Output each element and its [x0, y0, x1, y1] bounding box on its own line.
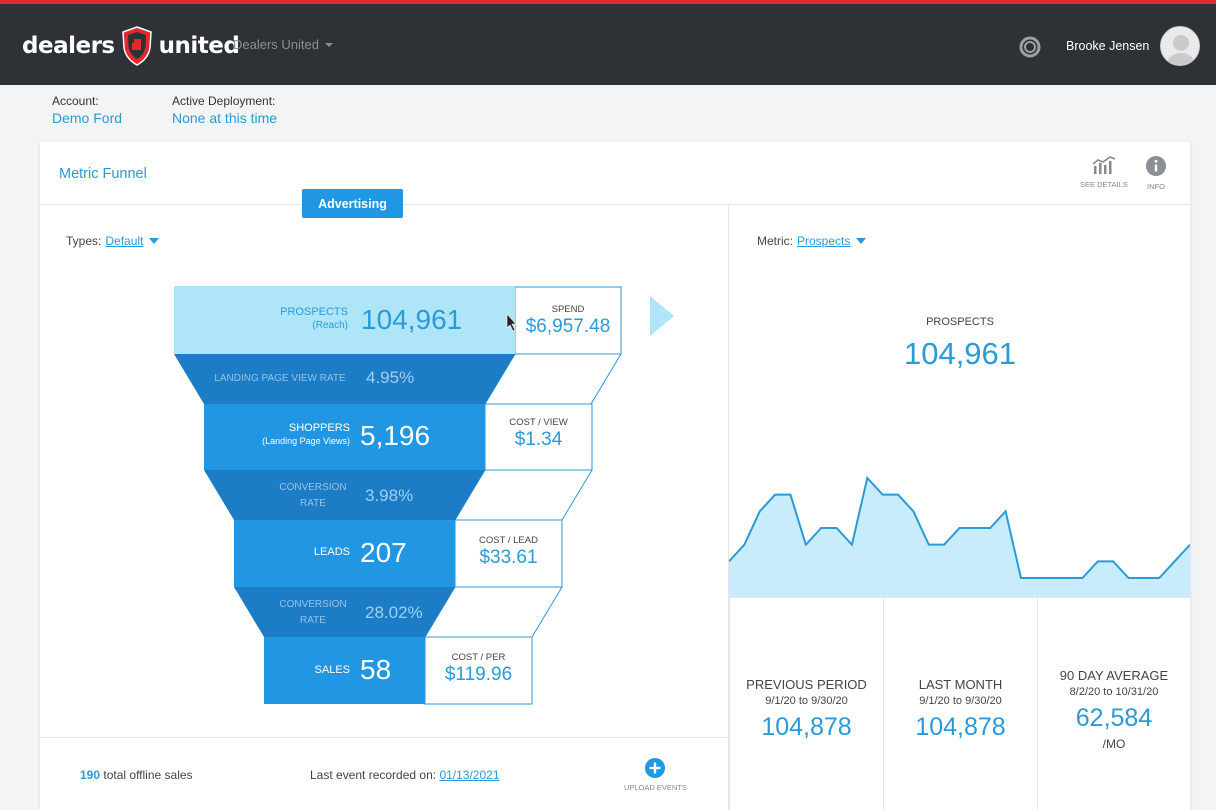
info-label: INFO [1147, 182, 1165, 191]
spend-metric: SPEND $6,957.48 [525, 304, 611, 337]
upload-events-button[interactable]: UPLOAD EVENTS [624, 758, 687, 792]
sales-stage[interactable] [264, 637, 425, 704]
deployment-label: Active Deployment: [172, 94, 276, 108]
landing-rate-label: LANDING PAGE VIEW RATE [214, 373, 346, 384]
sales-label: SALES [314, 664, 350, 676]
deployment-link[interactable]: None at this time [172, 110, 278, 126]
prospects-value: 104,961 [361, 304, 463, 335]
stat-90-day-average: 90 DAY AVERAGE 8/2/20 to 10/31/20 62,584… [1037, 598, 1190, 810]
tab-advertising[interactable]: Advertising [302, 189, 403, 218]
cursor-icon [506, 313, 517, 332]
info-button[interactable]: INFO [1146, 156, 1166, 191]
metric-funnel-card: Metric Funnel SEE DETAILS INFO Types: De… [40, 142, 1190, 810]
conversion-rate-value-1: 3.98% [365, 486, 414, 505]
info-icon [1146, 156, 1166, 176]
bar-chart-icon [1092, 156, 1116, 174]
conversion-rate-band-1 [204, 470, 485, 520]
offline-sales-text: total offline sales [103, 768, 193, 782]
plus-circle-icon [645, 758, 666, 778]
logo-word-left: dealers [22, 33, 115, 59]
header-divider [40, 204, 1190, 205]
chevron-down-icon [325, 42, 333, 47]
play-arrow-icon[interactable] [650, 296, 674, 336]
prospects-label: PROSPECTS (Reach) [280, 306, 348, 331]
offline-sales-summary: 190 total offline sales [80, 768, 193, 782]
user-name[interactable]: Brooke Jensen [1066, 39, 1150, 53]
shoppers-stage[interactable] [204, 404, 485, 470]
trend-area [729, 478, 1190, 598]
shoppers-label: SHOPPERS (Landing Page Views) [262, 422, 350, 446]
cost-per-sale-metric: COST / PER $119.96 [444, 652, 513, 685]
prospects-trend-chart [729, 475, 1190, 598]
caret-down-icon [149, 238, 160, 244]
shoppers-value: 5,196 [360, 420, 431, 451]
cost-per-lead-metric: COST / LEAD $33.61 [479, 535, 538, 568]
metric-label: Metric: [757, 234, 793, 248]
conversion-rate-band-2 [234, 587, 455, 637]
leads-stage[interactable] [234, 520, 455, 587]
types-selector[interactable]: Types: Default [66, 234, 160, 248]
footer-divider [40, 737, 728, 738]
organization-name: Dealers United [233, 37, 319, 52]
prospects-stage[interactable] [174, 286, 515, 354]
metric-selector[interactable]: Metric: Prospects [757, 234, 867, 248]
metric-value[interactable]: Prospects [797, 234, 851, 248]
landing-rate-value: 4.95% [366, 368, 415, 387]
types-value[interactable]: Default [105, 234, 144, 248]
user-silhouette-icon [1166, 35, 1196, 65]
caret-down-icon [856, 238, 867, 244]
account-link[interactable]: Demo Ford [52, 110, 123, 126]
sales-value: 58 [360, 654, 392, 685]
last-event-date-link[interactable]: 01/13/2021 [439, 768, 500, 782]
shield-logo-icon [121, 26, 152, 66]
upload-events-label: UPLOAD EVENTS [624, 783, 687, 792]
conversion-rate-label-1: CONVERSION RATE [279, 482, 347, 509]
funnel-graphic [174, 286, 674, 705]
settings-icon[interactable] [1019, 36, 1041, 58]
top-navigation-bar: dealers united Dealers United Brooke Jen… [0, 4, 1216, 85]
account-label: Account: [52, 94, 99, 108]
cost-per-view-metric: COST / VIEW $1.34 [509, 417, 568, 450]
metric-value-large: 104,961 [903, 336, 1017, 371]
card-title: Metric Funnel [59, 166, 147, 182]
see-details-label: SEE DETAILS [1080, 180, 1128, 189]
leads-label: LEADS [313, 546, 350, 558]
conversion-rate-label-2: CONVERSION RATE [279, 599, 347, 626]
last-event-label: Last event recorded on: [310, 768, 437, 782]
conversion-rate-value-2: 28.02% [365, 603, 423, 622]
offline-sales-count: 190 [80, 768, 101, 782]
types-label: Types: [66, 234, 102, 248]
avatar[interactable] [1160, 26, 1200, 66]
leads-value: 207 [360, 537, 407, 568]
dealers-united-logo[interactable]: dealers united [22, 24, 240, 68]
stats-divider [729, 597, 1190, 598]
see-details-button[interactable]: SEE DETAILS [1080, 156, 1128, 189]
stat-previous-period: PREVIOUS PERIOD 9/1/20 to 9/30/20 104,87… [729, 598, 883, 810]
stat-last-month: LAST MONTH 9/1/20 to 9/30/20 104,878 [883, 598, 1037, 810]
last-event-summary: Last event recorded on: 01/13/2021 [310, 768, 500, 782]
logo-word-right: united [158, 33, 240, 59]
organization-selector[interactable]: Dealers United [233, 37, 333, 52]
panel-divider [728, 205, 729, 810]
metric-title: PROSPECTS [926, 316, 994, 328]
landing-rate-band [174, 354, 515, 404]
brand-accent-bar [0, 0, 1216, 4]
